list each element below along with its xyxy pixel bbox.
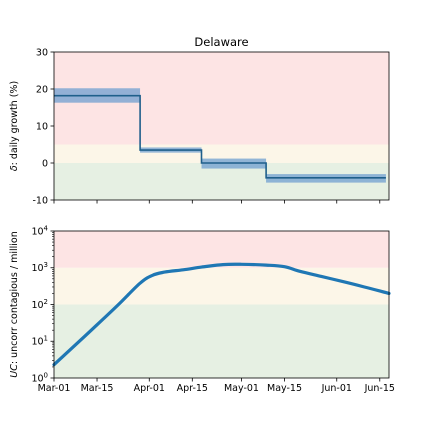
x-tick-label: Mar-15 (81, 383, 114, 394)
x-tick-label: Jun-15 (364, 383, 395, 394)
chart-title: Delaware (194, 35, 248, 49)
bottom-y-axis-text: : uncorr contagious / million (9, 231, 20, 364)
top-y-tick-label: 20 (36, 84, 48, 95)
bottom-y-tick-label: 101 (31, 335, 48, 348)
top-y-tick-label: -10 (32, 195, 48, 206)
bottom-y-ticks: 100 101 102 103 104 (31, 224, 54, 384)
bottom-y-tick-label: 100 (31, 371, 48, 384)
top-y-tick-label: 10 (36, 121, 48, 132)
bottom-y-axis-label: UC: uncorr contagious / million (9, 231, 20, 378)
bottom-y-tick-label: 104 (31, 224, 48, 237)
top-y-tick-label: 30 (36, 47, 48, 58)
bottom-band-0 (54, 304, 389, 378)
contagious-panel: 100 101 102 103 104 Mar-01 Mar-15 Apr-01 Apr-15… (9, 224, 395, 394)
top-y-axis-symbol: δ (9, 165, 20, 171)
bottom-y-axis-symbol: UC (9, 364, 20, 378)
bottom-band-1 (54, 267, 389, 305)
contagious-curve (52, 262, 391, 367)
bottom-y-tick-label: 103 (31, 261, 48, 274)
top-y-tick-label: 0 (42, 158, 48, 169)
bottom-y-tick-label: 102 (31, 298, 48, 311)
bottom-series (52, 262, 391, 367)
bottom-zone-bands (54, 231, 389, 378)
top-y-axis-text: : daily growth (%) (9, 81, 20, 166)
bottom-band-2 (54, 231, 389, 268)
x-tick-label: Mar-01 (38, 383, 71, 394)
top-band-1 (54, 144, 389, 163)
top-y-axis-label: δ: daily growth (%) (9, 81, 20, 171)
growth-rate-panel: -10 0 10 20 30 Delaware δ: daily growth (%) (9, 35, 390, 206)
top-series (54, 88, 386, 183)
top-x-ticks (53, 200, 381, 204)
x-tick-label: Apr-15 (177, 383, 208, 394)
growth-step-line (54, 94, 386, 179)
x-tick-label: Jun-01 (321, 383, 352, 394)
x-tick-label: Apr-01 (134, 383, 165, 394)
x-tick-label: May-15 (267, 383, 302, 394)
bottom-x-ticks: Mar-01 Mar-15 Apr-01 Apr-15 May-01 May-15 Jun-… (38, 378, 395, 394)
top-y-ticks: -10 0 10 20 30 (32, 47, 54, 206)
x-tick-label: May-01 (224, 383, 259, 394)
